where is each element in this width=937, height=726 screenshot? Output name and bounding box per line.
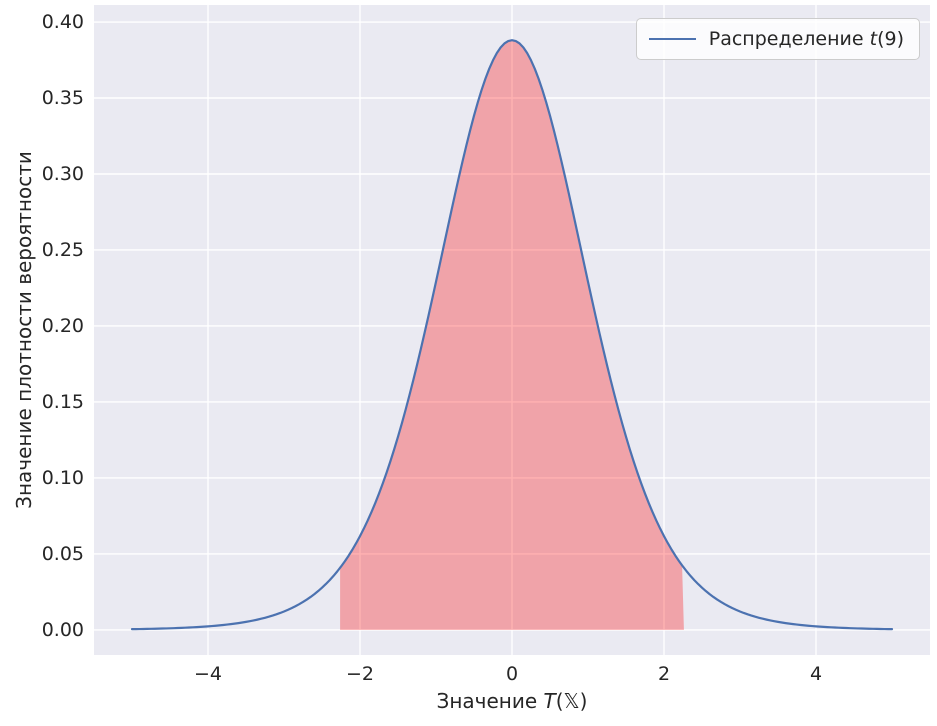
y-tick-label: 0.30	[41, 162, 84, 185]
x-tick-label: 2	[657, 663, 671, 685]
density-curve	[130, 39, 894, 631]
y-tick-label: 0.20	[41, 314, 84, 337]
x-tick-label: 4	[809, 663, 823, 685]
legend-label: Распределение t(9)	[709, 28, 904, 50]
x-axis-label: Значение T(𝕏)	[94, 689, 930, 713]
x-tick-label: −2	[345, 663, 375, 685]
x-axis-label-prefix: Значение	[436, 689, 544, 713]
y-tick-label: 0.10	[41, 466, 84, 489]
y-tick-label: 0.25	[41, 238, 84, 261]
legend-label-math: t	[869, 28, 878, 50]
legend: Распределение t(9)	[635, 18, 920, 60]
shaded-critical-region	[340, 40, 684, 630]
y-tick-label: 0.05	[41, 542, 84, 565]
legend-label-prefix: Распределение	[708, 28, 870, 50]
x-axis-label-suffix: (𝕏)	[555, 689, 588, 713]
y-tick-label: 0.40	[41, 11, 84, 34]
x-axis-label-math: T	[543, 689, 556, 713]
y-tick-label: 0.35	[41, 87, 84, 109]
t-distribution-plot	[94, 5, 930, 655]
legend-label-suffix: (9)	[877, 28, 904, 50]
x-tick-label: 0	[505, 663, 519, 685]
y-tick-label: 0.15	[41, 390, 84, 413]
legend-line-sample	[648, 38, 696, 40]
plot-area: Распределение t(9)	[94, 5, 930, 655]
x-tick-label: −4	[193, 663, 223, 685]
y-tick-label: 0.00	[41, 618, 84, 641]
